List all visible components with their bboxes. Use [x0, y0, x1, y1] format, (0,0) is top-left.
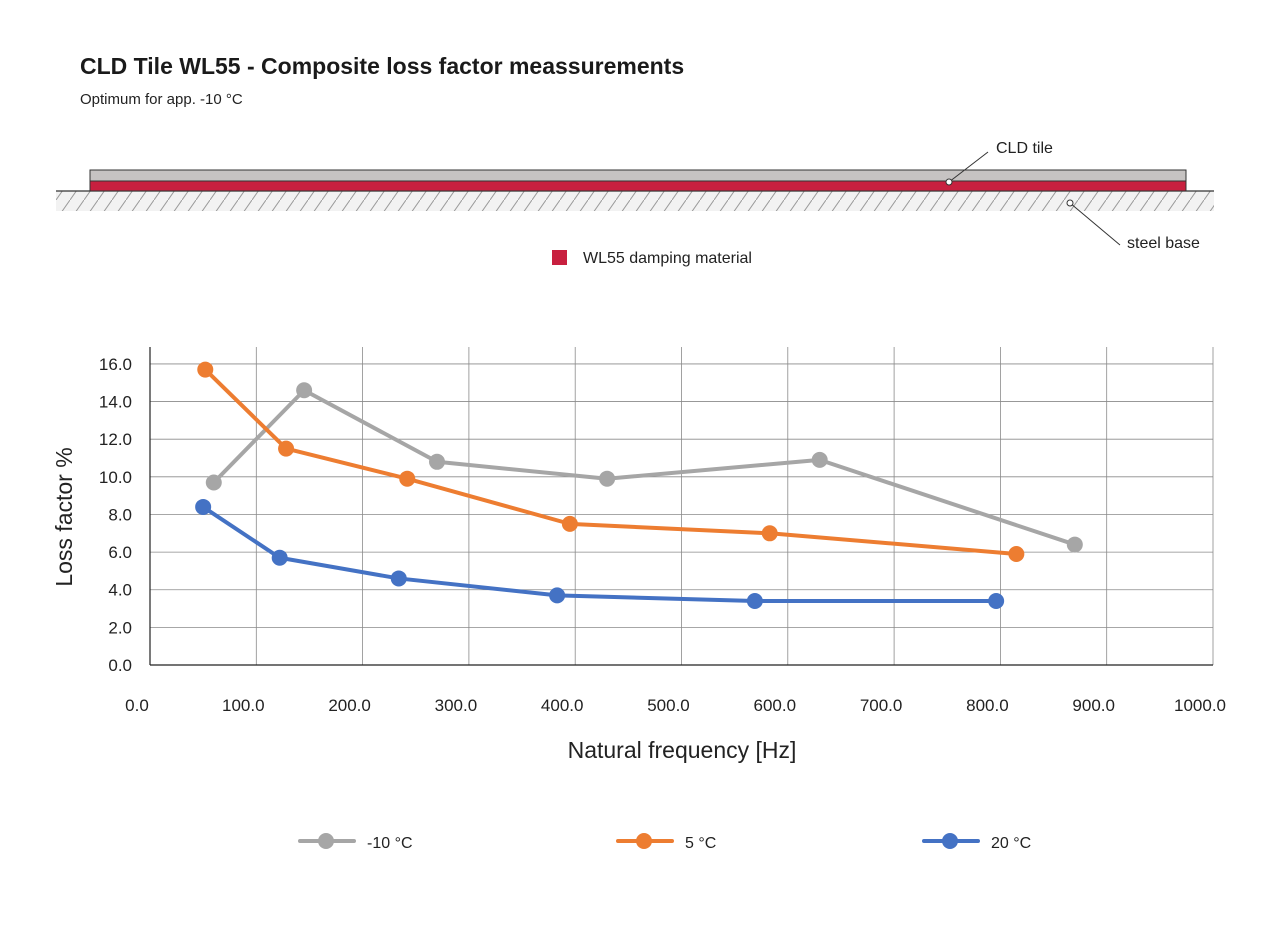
x-tick-label: 700.0: [860, 696, 903, 715]
series-line: [201, 504, 999, 604]
y-tick-labels: 0.0 2.0 4.0 6.0 8.0 10.0 12.0 14.0 16.0: [99, 355, 132, 675]
legend-marker: [318, 833, 334, 849]
cld-tile-layer: [89, 169, 1187, 182]
y-tick-label: 4.0: [108, 581, 132, 600]
legend-label: 20 °C: [991, 835, 1031, 852]
x-tick-label: 100.0: [222, 696, 265, 715]
x-tick-label: 600.0: [754, 696, 797, 715]
y-tick-label: 8.0: [108, 505, 132, 524]
data-point: [197, 361, 214, 378]
series-line: [203, 367, 1019, 556]
series-line: [211, 388, 1077, 547]
data-point: [390, 570, 407, 587]
y-tick-label: 10.0: [99, 468, 132, 487]
chart-grid: [150, 347, 1214, 665]
y-tick-label: 12.0: [99, 430, 132, 449]
data-point: [988, 593, 1005, 610]
legend-marker: [636, 833, 652, 849]
cld-tile-leader-dot: [945, 178, 953, 186]
x-tick-labels: 0.0 100.0 200.0 300.0 400.0 500.0 600.0 700.0 80…: [125, 696, 1226, 715]
legend-label: 5 °C: [685, 835, 716, 852]
damping-layer: [89, 180, 1187, 192]
data-point: [599, 470, 616, 487]
data-point: [1066, 536, 1083, 553]
data-point: [296, 382, 313, 399]
data-point: [761, 525, 778, 542]
data-point: [561, 515, 578, 532]
x-tick-label: 800.0: [966, 696, 1009, 715]
chart-title: CLD Tile WL55 - Composite loss factor me…: [80, 53, 685, 79]
chart-series: [195, 361, 1083, 610]
chart-subtitle: Optimum for app. -10 °C: [80, 91, 243, 108]
cld-tile-label: CLD tile: [996, 140, 1053, 157]
x-tick-label: 1000.0: [1174, 696, 1226, 715]
data-point: [429, 453, 446, 470]
x-tick-label: 900.0: [1072, 696, 1115, 715]
y-tick-label: 0.0: [108, 656, 132, 675]
legend-marker: [942, 833, 958, 849]
y-tick-label: 16.0: [99, 355, 132, 374]
x-tick-label: 300.0: [435, 696, 478, 715]
data-point: [746, 593, 763, 610]
cld-diagram: CLD tile steel base WL55 damping materia…: [56, 140, 1214, 267]
data-point: [399, 470, 416, 487]
data-point: [205, 474, 222, 491]
data-point: [811, 451, 828, 468]
data-point: [549, 587, 566, 604]
data-point: [1008, 545, 1025, 562]
steel-base-leader-line: [1069, 202, 1121, 246]
chart-axes: [149, 347, 1213, 666]
x-tick-label: 200.0: [328, 696, 371, 715]
steel-base-leader-dot: [1066, 199, 1074, 207]
x-tick-label: 500.0: [647, 696, 690, 715]
steel-base: [56, 191, 1214, 211]
x-axis-title: Natural frequency [Hz]: [568, 737, 797, 763]
legend-label: -10 °C: [367, 835, 413, 852]
y-tick-label: 6.0: [108, 543, 132, 562]
data-point: [195, 498, 212, 515]
chart-legend: -10 °C 5 °C 20 °C: [298, 833, 1031, 852]
damping-legend-swatch: [552, 250, 567, 265]
damping-legend-label: WL55 damping material: [583, 250, 752, 267]
data-point: [271, 549, 288, 566]
y-tick-label: 2.0: [108, 618, 132, 637]
x-tick-label: 400.0: [541, 696, 584, 715]
y-axis-title: Loss factor %: [51, 447, 77, 586]
cld-tile-leader-line: [948, 151, 989, 183]
y-tick-label: 14.0: [99, 393, 132, 412]
steel-base-label: steel base: [1127, 235, 1200, 252]
x-tick-label: 0.0: [125, 696, 149, 715]
data-point: [278, 440, 295, 457]
